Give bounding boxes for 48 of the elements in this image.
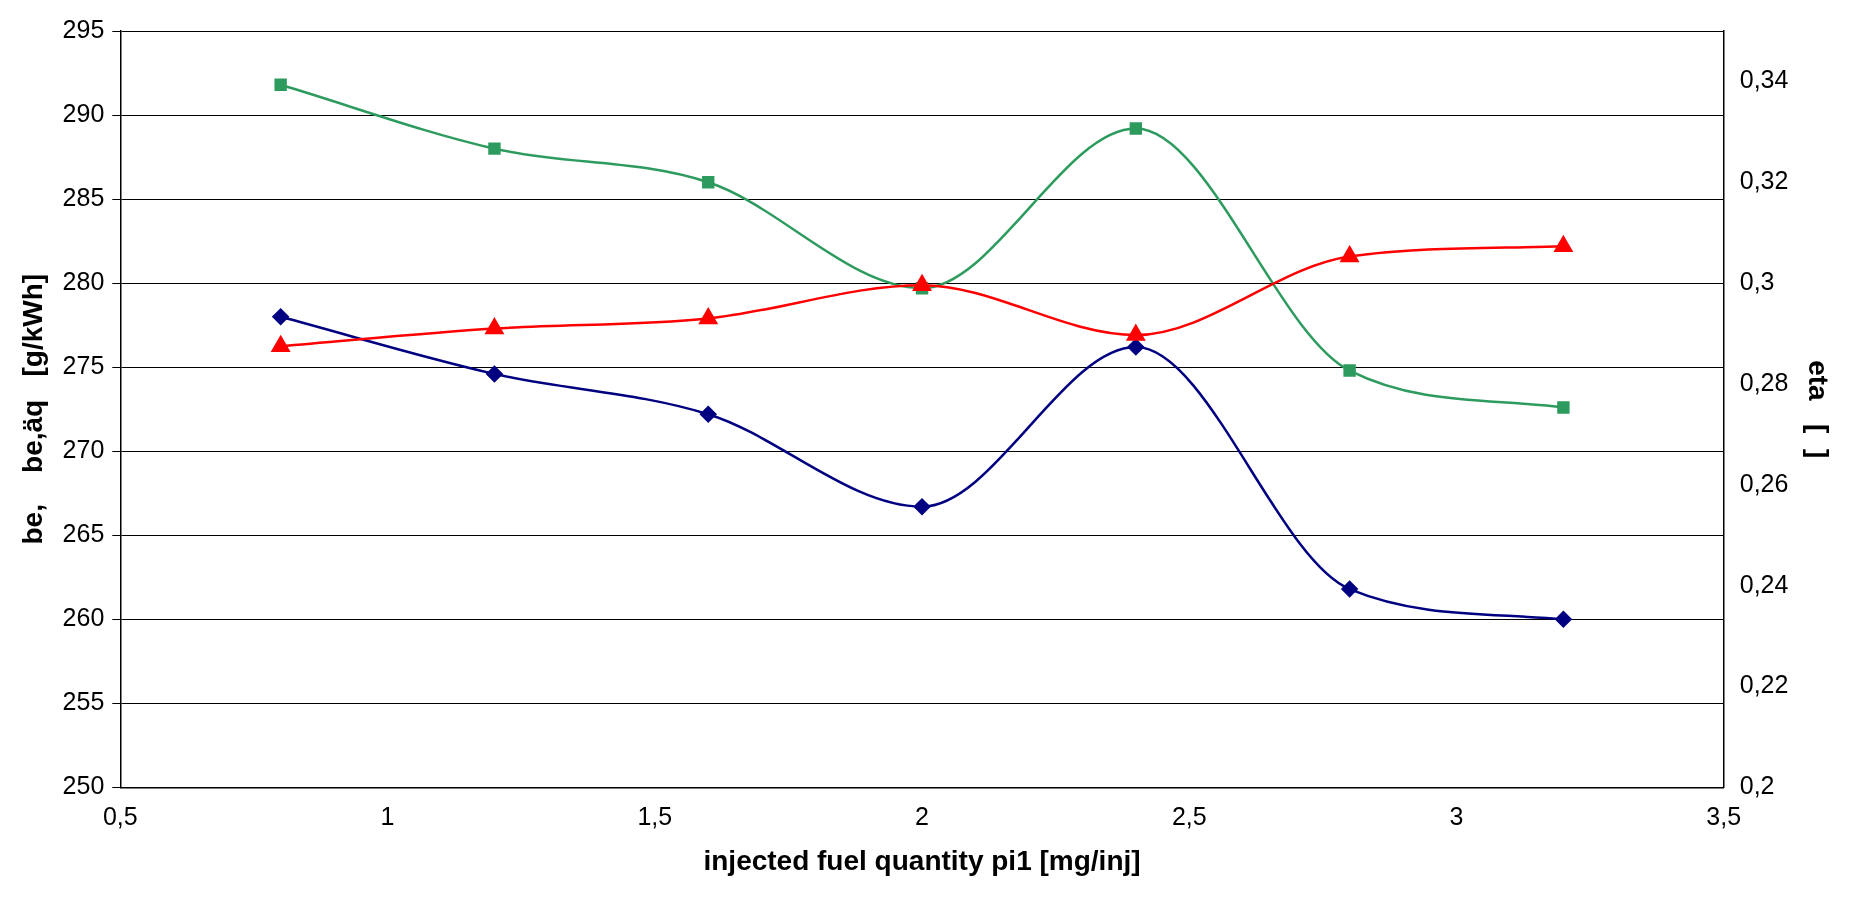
- point: [1557, 401, 1570, 414]
- point: [485, 318, 504, 335]
- y2-tick-label: 0,34: [1739, 65, 1789, 94]
- y-tick-label: 270: [62, 435, 105, 464]
- point: [271, 335, 290, 352]
- point: [486, 365, 503, 383]
- y2-tick-label: 0,26: [1739, 468, 1789, 497]
- y2-tick-label: 0,32: [1739, 166, 1789, 195]
- point: [913, 498, 931, 515]
- point: [1341, 580, 1358, 598]
- x-tick-label: 1,5: [637, 802, 673, 831]
- point: [1340, 246, 1359, 263]
- y-tick-label: 290: [62, 98, 105, 127]
- x-tick-label: 2: [915, 802, 929, 831]
- point: [1129, 122, 1143, 135]
- y2-tick-label: 0,3: [1739, 267, 1775, 296]
- y2-tick-label: 0,22: [1739, 670, 1789, 699]
- point: [488, 142, 501, 155]
- x-tick-label: 3: [1449, 802, 1464, 831]
- point: [912, 274, 932, 291]
- x-axis-title: injected fuel quantity pi1 [mg/inj]: [703, 844, 1141, 876]
- y2-tick-label: 0,24: [1739, 569, 1789, 598]
- y-tick-label: 275: [62, 351, 105, 380]
- y-tick-label: 285: [62, 182, 105, 211]
- point: [1554, 236, 1573, 253]
- point: [1127, 338, 1145, 356]
- y-tick-label: 260: [62, 603, 105, 632]
- y-tick-label: 280: [62, 267, 105, 296]
- point: [1555, 611, 1572, 628]
- y2-tick-label: 0,2: [1739, 771, 1775, 800]
- point: [272, 308, 289, 325]
- x-tick-label: 2,5: [1171, 802, 1207, 831]
- x-tick-label: 1: [380, 802, 395, 831]
- y2-tick-label: 0,28: [1739, 367, 1789, 396]
- point: [702, 176, 715, 189]
- point: [274, 78, 287, 91]
- y-tick-label: 295: [62, 14, 105, 43]
- x-tick-label: 0,5: [102, 802, 138, 831]
- y-tick-label: 265: [62, 519, 105, 548]
- y-tick-label: 255: [62, 687, 105, 716]
- point: [699, 405, 717, 423]
- x-tick-label: 3,5: [1706, 802, 1742, 831]
- point: [1126, 324, 1145, 341]
- point: [699, 308, 718, 325]
- y-tick-label: 250: [62, 771, 105, 800]
- point: [1343, 364, 1356, 377]
- y-axis-title: be, be,äq [g/kWh]: [16, 273, 48, 545]
- y2-axis-title: eta [ ]: [1803, 360, 1835, 459]
